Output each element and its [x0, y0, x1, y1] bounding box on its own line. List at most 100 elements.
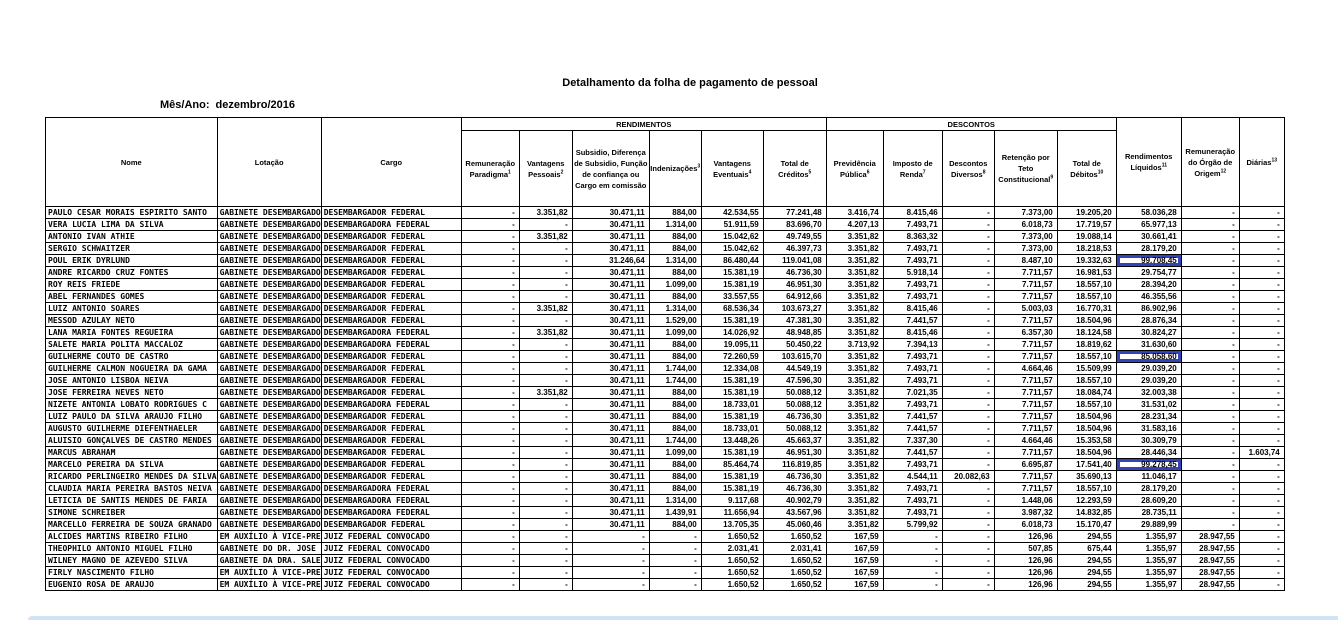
cell-cargo: DESEMBARGADOR FEDERAL: [320, 458, 462, 471]
cell-rem_origem: -: [1180, 410, 1240, 423]
cell-total_creditos: 46.736,30: [762, 410, 827, 423]
cell-imposto_renda: 7.493,71: [882, 398, 943, 411]
cell-vant_eventuais: 11.656,94: [700, 506, 764, 519]
cell-retencao_teto: 7.711,57: [993, 338, 1058, 351]
cell-indenizacoes: 884,00: [648, 470, 702, 483]
cell-total_debitos: 675,44: [1056, 542, 1117, 555]
cell-rend_liquidos-selected[interactable]: 85.058,60: [1115, 350, 1182, 363]
cell-desc_diversos: -: [941, 326, 995, 339]
table-header: Nome Lotação Cargo RENDIMENTOS DESCONTOS Rend…: [45, 117, 1285, 207]
cell-rend_liquidos: 28.231,34: [1115, 410, 1182, 423]
cell-rend_liquidos: 28.394,20: [1115, 278, 1182, 291]
cell-indenizacoes: 884,00: [648, 482, 702, 495]
cell-vant_eventuais: 15.381,19: [700, 482, 764, 495]
table-row: GUILHERME COUTO DE CASTRO GABINETE DESEMB…: [45, 350, 1285, 363]
table-row: LUIZ PAULO DA SILVA ARAUJO FILHO GABINETE…: [45, 410, 1285, 423]
cell-indenizacoes: 1.314,00: [648, 302, 702, 315]
footnote-ref: 12: [1220, 168, 1227, 174]
cell-indenizacoes: 1.314,00: [648, 254, 702, 267]
cell-rem_paradigma: -: [460, 362, 520, 375]
cell-rem_paradigma: -: [460, 494, 520, 507]
cell-rem_paradigma: -: [460, 578, 520, 591]
cell-rem_origem: -: [1180, 326, 1240, 339]
cell-rend_liquidos: 1.355,97: [1115, 530, 1182, 543]
cell-retencao_teto: 6.357,30: [993, 326, 1058, 339]
cell-vant_eventuais: 15.042,62: [700, 230, 764, 243]
cell-cargo: DESEMBARGADOR FEDERAL: [320, 434, 462, 447]
cell-prev_publica: 3.351,82: [825, 434, 884, 447]
cell-diarias: -: [1238, 242, 1285, 255]
cell-total_creditos: 48.948,85: [762, 326, 827, 339]
cell-nome: EUGENIO ROSA DE ARAUJO: [45, 578, 218, 591]
cell-imposto_renda: 7.493,71: [882, 374, 943, 387]
col-header-rem_paradigma: Remuneração Paradigma1: [460, 130, 520, 207]
cell-desc_diversos: -: [941, 230, 995, 243]
cell-total_creditos: 77.241,48: [762, 206, 827, 219]
cell-indenizacoes: 884,00: [648, 398, 702, 411]
cell-imposto_renda: 7.493,71: [882, 254, 943, 267]
cell-diarias: -: [1238, 518, 1285, 531]
cell-prev_publica: 3.351,82: [825, 482, 884, 495]
cell-imposto_renda: 7.441,57: [882, 410, 943, 423]
col-header-indenizacoes: Indenizações3: [648, 130, 702, 207]
cell-total_creditos: 64.912,66: [762, 290, 827, 303]
payroll-table: Nome Lotação Cargo RENDIMENTOS DESCONTOS Rend…: [45, 117, 1285, 591]
cell-total_debitos: 17.719,57: [1056, 218, 1117, 231]
cell-vant_eventuais: 51.911,59: [700, 218, 764, 231]
cell-rend_liquidos: 30.309,79: [1115, 434, 1182, 447]
cell-subsidio: 30.471,11: [571, 266, 650, 279]
cell-vant_eventuais: 15.381,19: [700, 446, 764, 459]
cell-prev_publica: 167,59: [825, 566, 884, 579]
cell-rend_liquidos-selected[interactable]: 99.708,45: [1115, 254, 1182, 267]
cell-cargo: DESEMBARGADOR FEDERAL: [320, 290, 462, 303]
cell-vant_pessoais: 3.351,82: [518, 302, 573, 315]
cell-prev_publica: 3.351,82: [825, 446, 884, 459]
cell-lotacao: GABINETE DESEMBARGADO: [216, 266, 322, 279]
cell-total_debitos: 294,55: [1056, 554, 1117, 567]
cell-nome: ALCIDES MARTINS RIBEIRO FILHO: [45, 530, 218, 543]
table-row: GUILHERME CALMON NOGUEIRA DA GAMA GABINET…: [45, 362, 1285, 375]
cell-vant_pessoais: -: [518, 530, 573, 543]
cell-vant_eventuais: 15.381,19: [700, 278, 764, 291]
cell-vant_pessoais: -: [518, 374, 573, 387]
cell-imposto_renda: 8.363,32: [882, 230, 943, 243]
cell-diarias: -: [1238, 206, 1285, 219]
cell-rem_origem: -: [1180, 494, 1240, 507]
cell-rem_origem: 28.947,55: [1180, 566, 1240, 579]
cell-vant_pessoais: -: [518, 314, 573, 327]
cell-vant_eventuais: 68.536,34: [700, 302, 764, 315]
cell-vant_eventuais: 85.464,74: [700, 458, 764, 471]
cell-cargo: DESEMBARGADOR FEDERAL: [320, 422, 462, 435]
cell-rend_liquidos: 28.735,11: [1115, 506, 1182, 519]
cell-rend_liquidos: 31.531,02: [1115, 398, 1182, 411]
cell-retencao_teto: 3.987,32: [993, 506, 1058, 519]
cell-imposto_renda: 7.493,71: [882, 458, 943, 471]
cell-indenizacoes: 884,00: [648, 290, 702, 303]
cell-lotacao: EM AUXÍLIO À VICE-PRE: [216, 530, 322, 543]
cell-prev_publica: 167,59: [825, 578, 884, 591]
col-header-imposto_renda: Imposto de Renda7: [882, 130, 943, 207]
cell-imposto_renda: 8.415,46: [882, 326, 943, 339]
cell-imposto_renda: 4.544,11: [882, 470, 943, 483]
cell-rend_liquidos: 30.824,27: [1115, 326, 1182, 339]
cell-subsidio: 30.471,11: [571, 422, 650, 435]
cell-imposto_renda: 7.493,71: [882, 218, 943, 231]
table-row: AUGUSTO GUILHERME DIEFENTHAELER GABINETE …: [45, 422, 1285, 435]
cell-desc_diversos: -: [941, 578, 995, 591]
cell-rem_paradigma: -: [460, 542, 520, 555]
cell-retencao_teto: 7.711,57: [993, 446, 1058, 459]
col-header-label: Imposto de Renda: [892, 158, 933, 179]
cell-vant_eventuais: 33.557,55: [700, 290, 764, 303]
cell-rend_liquidos-selected[interactable]: 99.278,45: [1115, 458, 1182, 471]
cell-imposto_renda: 7.337,30: [882, 434, 943, 447]
cell-cargo: DESEMBARGADORA FEDERAL: [320, 482, 462, 495]
cell-rend_liquidos: 1.355,97: [1115, 542, 1182, 555]
cell-rend_liquidos: 65.977,13: [1115, 218, 1182, 231]
cell-imposto_renda: -: [882, 542, 943, 555]
table-row: VERA LUCIA LIMA DA SILVA GABINETE DESEMBA…: [45, 218, 1285, 231]
cell-lotacao: EM AUXÍLIO À VICE-PRE: [216, 578, 322, 591]
cell-rem_paradigma: -: [460, 554, 520, 567]
cell-vant_pessoais: 3.351,82: [518, 386, 573, 399]
table-row: FIRLY NASCIMENTO FILHO EM AUXÍLIO À VICE-…: [45, 566, 1285, 579]
cell-subsidio: 30.471,11: [571, 458, 650, 471]
